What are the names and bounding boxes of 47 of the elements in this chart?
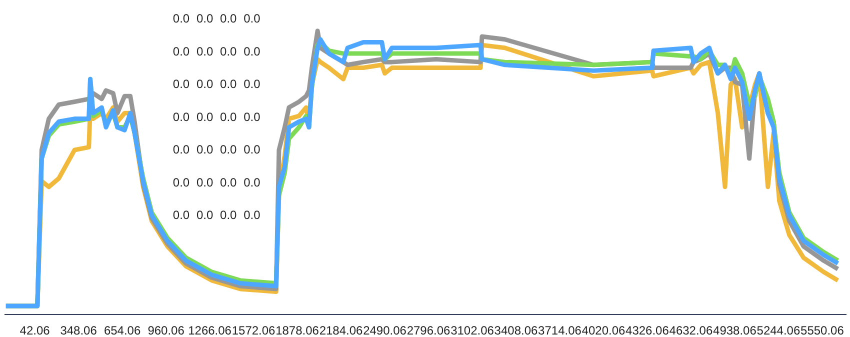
annotation: 0.0 — [220, 110, 238, 124]
x-tick-label: 2490.06 — [363, 324, 407, 337]
annotation: 0.0 — [172, 110, 190, 124]
annotation: 0.0 — [196, 175, 214, 190]
annotation: 0.0 — [244, 110, 261, 124]
text: 0.0 — [196, 12, 214, 26]
annotation: 0.0 — [172, 77, 190, 92]
annotation: 0.0 — [244, 208, 261, 222]
text: 0.0 — [220, 12, 238, 26]
x-tick-label: 1878.06 — [276, 324, 320, 337]
annotation: 0.0 — [172, 142, 190, 157]
x-tick-label: 4632.06 — [669, 324, 713, 337]
annotation: 0.0 — [220, 175, 238, 190]
annotation: 0.0 — [172, 175, 190, 190]
x-tick-label: 3714.06 — [538, 324, 582, 337]
x-tick-label: 4020.06 — [582, 324, 626, 337]
x-tick-label: 4326.06 — [626, 324, 670, 337]
x-tick-label: 5550.06 — [800, 324, 844, 337]
x-tick-label: 348.06 — [60, 324, 98, 337]
annotation: 0.0 — [220, 142, 238, 157]
x-tick-label: 42.06 — [20, 324, 50, 337]
annotation: 0.0 — [244, 77, 261, 92]
annotation: 0.0 — [196, 44, 214, 58]
x-tick-label: 2184.06 — [319, 324, 364, 337]
annotation: 0.0 — [244, 175, 261, 190]
annotation: 0.0 — [172, 208, 190, 222]
x-tick-label: 1266.06 — [188, 324, 232, 337]
x-tick-label: 3408.06 — [494, 324, 538, 337]
annotation: 0.0 — [172, 44, 190, 58]
annotation: 0.0 — [196, 77, 214, 92]
annotation: 0.0 — [196, 208, 214, 222]
text: 0.0 — [244, 12, 261, 26]
x-tick-label: 1572.06 — [232, 324, 276, 337]
annotation: 0.0 — [244, 44, 261, 58]
annotation: 0.0 — [244, 142, 261, 157]
annotation: 0.0 — [220, 208, 238, 222]
annotation: 0.0 — [196, 142, 214, 157]
x-tick-label: 5244.06 — [756, 324, 800, 337]
annotation: 0.0 — [220, 44, 238, 58]
x-tick-label: 4938.06 — [713, 324, 757, 337]
annotation: 0.0 — [220, 77, 238, 92]
x-tick-label: 960.06 — [148, 324, 185, 337]
x-tick-label: 2796.06 — [406, 324, 451, 337]
text: 0.0 — [172, 12, 190, 26]
x-tick-label: 3102.06 — [450, 324, 494, 337]
annotation: 0.0 — [196, 110, 214, 124]
x-tick-label: 654.06 — [104, 324, 141, 337]
